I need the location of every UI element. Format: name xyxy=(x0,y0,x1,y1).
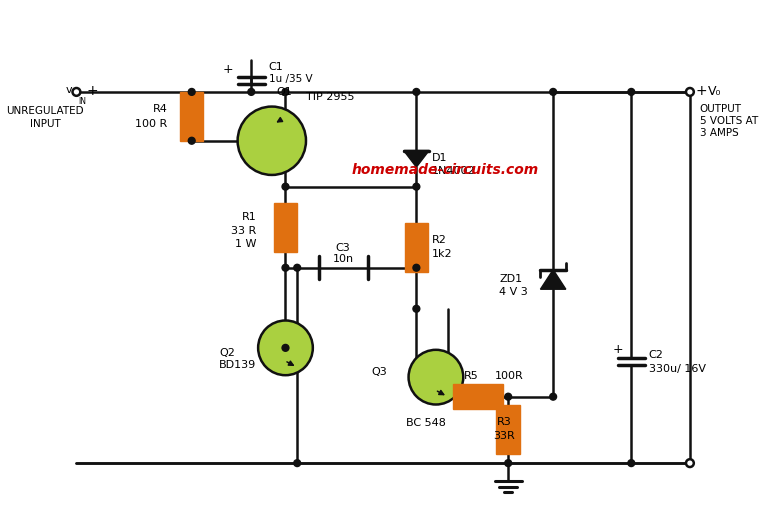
Circle shape xyxy=(628,460,634,467)
Circle shape xyxy=(294,460,300,467)
Text: V₀: V₀ xyxy=(707,85,721,98)
Text: Q2: Q2 xyxy=(219,348,235,358)
Text: R5: R5 xyxy=(464,371,479,381)
Text: BD139: BD139 xyxy=(219,360,257,371)
Text: 1 W: 1 W xyxy=(235,239,257,249)
Text: UNREGULATED: UNREGULATED xyxy=(6,106,84,117)
Text: TIP 2955: TIP 2955 xyxy=(306,92,355,102)
Circle shape xyxy=(686,88,694,96)
Text: C1: C1 xyxy=(269,63,283,72)
Circle shape xyxy=(258,321,313,375)
Text: +: + xyxy=(86,84,98,98)
Circle shape xyxy=(282,88,289,95)
Circle shape xyxy=(282,183,289,190)
Text: R2: R2 xyxy=(432,235,447,245)
Circle shape xyxy=(409,350,463,405)
Text: 1k2: 1k2 xyxy=(432,249,452,259)
Circle shape xyxy=(413,88,420,95)
Circle shape xyxy=(628,88,634,95)
Circle shape xyxy=(72,88,81,96)
Text: OUTPUT: OUTPUT xyxy=(700,104,742,115)
Circle shape xyxy=(188,137,195,144)
Bar xyxy=(180,92,204,141)
Circle shape xyxy=(505,393,511,400)
Text: C2: C2 xyxy=(649,350,664,360)
Text: 3 AMPS: 3 AMPS xyxy=(700,128,738,138)
Text: v: v xyxy=(66,85,72,95)
Circle shape xyxy=(505,460,511,467)
Text: C3: C3 xyxy=(336,243,350,253)
Circle shape xyxy=(188,88,195,95)
Text: 10n: 10n xyxy=(333,254,354,264)
Text: 330u/ 16V: 330u/ 16V xyxy=(649,364,706,374)
Text: 100 R: 100 R xyxy=(135,119,167,129)
Text: R3: R3 xyxy=(497,417,511,427)
Text: 100R: 100R xyxy=(495,371,523,381)
Circle shape xyxy=(550,88,557,95)
Circle shape xyxy=(413,183,420,190)
Bar xyxy=(405,223,428,272)
Text: 5 VOLTS AT: 5 VOLTS AT xyxy=(700,116,758,126)
Circle shape xyxy=(413,305,420,312)
Text: 4 V 3: 4 V 3 xyxy=(499,287,528,297)
Bar xyxy=(496,406,520,454)
Circle shape xyxy=(282,264,289,271)
Circle shape xyxy=(282,344,289,351)
Text: ZD1: ZD1 xyxy=(499,274,522,284)
Circle shape xyxy=(686,459,694,467)
Text: +: + xyxy=(696,84,707,98)
Circle shape xyxy=(294,264,300,271)
Text: D1: D1 xyxy=(432,153,448,163)
Bar xyxy=(452,384,503,409)
Bar xyxy=(273,203,297,252)
Text: IN: IN xyxy=(78,97,86,106)
Text: homemade-circuits.com: homemade-circuits.com xyxy=(352,163,539,177)
Text: Q3: Q3 xyxy=(371,368,387,377)
Text: R4: R4 xyxy=(152,103,167,114)
Text: 33R: 33R xyxy=(493,431,515,441)
Circle shape xyxy=(550,393,557,400)
Polygon shape xyxy=(404,151,429,167)
Text: Q1: Q1 xyxy=(276,87,293,97)
Text: BC 548: BC 548 xyxy=(406,418,446,428)
Text: INPUT: INPUT xyxy=(30,119,61,129)
Text: 33 R: 33 R xyxy=(231,226,257,236)
Text: 1u /35 V: 1u /35 V xyxy=(269,74,313,84)
Circle shape xyxy=(248,88,255,95)
Polygon shape xyxy=(541,270,566,289)
Text: 1N4002: 1N4002 xyxy=(432,166,475,176)
Circle shape xyxy=(237,106,306,175)
Circle shape xyxy=(413,264,420,271)
Text: +: + xyxy=(223,63,233,76)
Text: +: + xyxy=(613,343,624,356)
Text: R1: R1 xyxy=(241,212,257,223)
